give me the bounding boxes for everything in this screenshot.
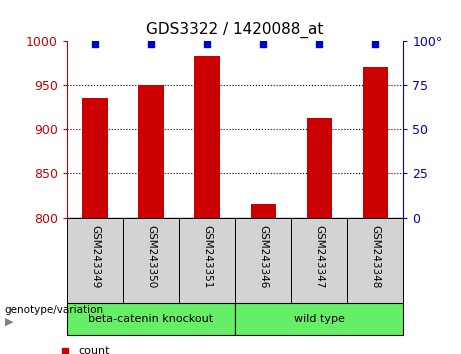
Bar <box>235 303 403 335</box>
Text: GSM243349: GSM243349 <box>90 224 100 288</box>
Title: GDS3322 / 1420088_at: GDS3322 / 1420088_at <box>147 22 324 38</box>
Bar <box>67 218 123 303</box>
Text: GSM243348: GSM243348 <box>370 224 380 288</box>
Bar <box>347 218 403 303</box>
Text: GSM243346: GSM243346 <box>258 224 268 288</box>
Bar <box>123 218 179 303</box>
Text: genotype/variation: genotype/variation <box>5 305 104 315</box>
Bar <box>291 218 347 303</box>
Text: beta-catenin knockout: beta-catenin knockout <box>89 314 213 324</box>
Bar <box>82 98 107 218</box>
Bar <box>363 67 388 218</box>
Bar <box>235 218 291 303</box>
Bar <box>138 85 164 218</box>
Text: GSM243347: GSM243347 <box>314 224 324 288</box>
Text: GSM243351: GSM243351 <box>202 224 212 288</box>
Text: ▶: ▶ <box>5 317 13 327</box>
Bar <box>179 218 235 303</box>
Text: wild type: wild type <box>294 314 345 324</box>
Bar <box>195 56 220 218</box>
Text: count: count <box>78 346 110 354</box>
Bar <box>67 303 235 335</box>
Bar <box>250 205 276 218</box>
Text: GSM243350: GSM243350 <box>146 224 156 288</box>
Bar <box>307 118 332 218</box>
